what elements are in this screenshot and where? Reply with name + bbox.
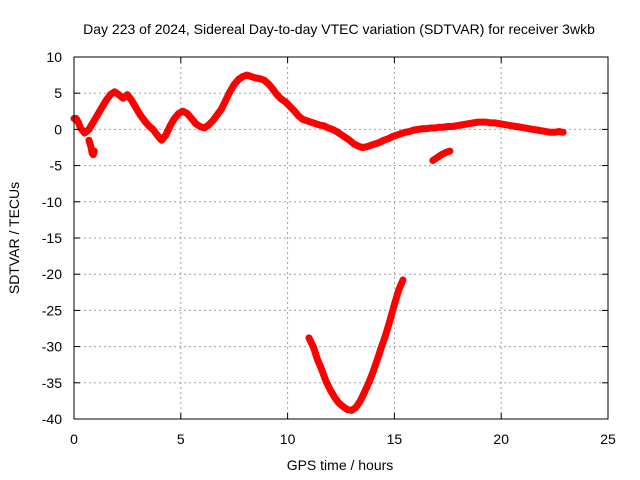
data-point (166, 122, 174, 129)
series-line (305, 276, 407, 414)
data-point (273, 91, 281, 98)
y-tick-label: -40 (42, 411, 62, 427)
series-line (70, 71, 567, 151)
data-point (260, 76, 268, 84)
x-tick-label: 10 (280, 431, 296, 447)
data-point (269, 85, 276, 93)
y-axis-title: SDTVAR / TECUs (6, 182, 22, 294)
data-point (346, 137, 353, 144)
data-point (102, 97, 110, 104)
y-tick-label: -30 (42, 339, 62, 355)
data-point (335, 399, 343, 407)
y-tick-label: 5 (54, 85, 62, 101)
data-point (386, 316, 394, 324)
data-point (128, 97, 135, 104)
y-tick-label: -25 (42, 302, 62, 318)
data-series (70, 71, 567, 151)
data-series (429, 147, 454, 165)
x-tick-label: 15 (387, 431, 403, 447)
x-tick-label: 5 (177, 431, 185, 447)
data-point (310, 343, 317, 350)
data-point (162, 131, 170, 139)
axes-layer: 0 5 10 15 20 25 10 5 0 -5 -10 -15 -20 -25 -30 -35 -40 (42, 49, 616, 447)
data-point (124, 91, 131, 98)
data-point (231, 81, 238, 88)
data-point (295, 112, 302, 119)
data-point (395, 286, 402, 294)
data-point (137, 111, 144, 119)
y-tick-label: -5 (50, 158, 63, 174)
data-point (158, 137, 165, 144)
x-tick-label: 0 (70, 431, 78, 447)
data-point (115, 91, 123, 98)
x-axis-title: GPS time / hours (287, 457, 394, 473)
data-point (85, 137, 93, 144)
data-point (188, 115, 195, 122)
data-point (265, 80, 272, 87)
data-point (327, 386, 334, 394)
data-point (81, 129, 88, 137)
data-point (352, 404, 360, 411)
data-point (75, 118, 82, 126)
data-point (154, 131, 161, 139)
data-point (305, 334, 313, 342)
y-tick-label: -35 (42, 375, 62, 391)
data-point (318, 366, 325, 373)
data-point (378, 343, 385, 350)
data-point (141, 117, 148, 124)
y-tick-label: 10 (46, 49, 62, 65)
data-point (446, 147, 454, 155)
y-tick-label: 0 (54, 121, 62, 137)
data-point (357, 397, 364, 405)
data-point (226, 88, 234, 95)
data-point (213, 111, 221, 119)
series-layer (70, 71, 567, 414)
data-point (222, 97, 229, 104)
data-point (399, 276, 407, 284)
data-series (305, 276, 407, 414)
data-point (559, 129, 567, 136)
data-point (90, 118, 97, 126)
data-point (314, 356, 321, 363)
data-point (382, 331, 390, 338)
data-point (77, 124, 84, 132)
data-point (290, 107, 298, 114)
data-point (209, 117, 217, 124)
data-point (98, 104, 105, 111)
data-point (282, 98, 289, 106)
data-point (218, 105, 225, 113)
data-series (85, 136, 98, 159)
y-tick-label: -20 (42, 266, 62, 282)
data-point (286, 103, 293, 110)
data-point (119, 95, 127, 102)
grid-layer (74, 57, 608, 419)
data-point (391, 301, 398, 308)
x-tick-label: 20 (493, 431, 509, 447)
data-point (331, 394, 338, 401)
data-point (145, 122, 152, 129)
chart-title: Day 223 of 2024, Sidereal Day-to-day VTE… (83, 21, 595, 37)
data-point (132, 104, 140, 111)
data-point (184, 110, 191, 117)
data-point (171, 115, 178, 122)
data-point (91, 147, 98, 155)
data-point (361, 389, 368, 396)
data-point (365, 379, 372, 386)
data-point (94, 111, 101, 119)
y-tick-label: -10 (42, 194, 62, 210)
x-tick-label: 25 (600, 431, 616, 447)
data-point (369, 368, 377, 376)
data-point (322, 378, 330, 385)
data-point (205, 121, 212, 129)
y-tick-label: -15 (42, 230, 62, 246)
data-point (85, 126, 93, 133)
data-point (374, 356, 381, 363)
data-point (149, 126, 157, 133)
